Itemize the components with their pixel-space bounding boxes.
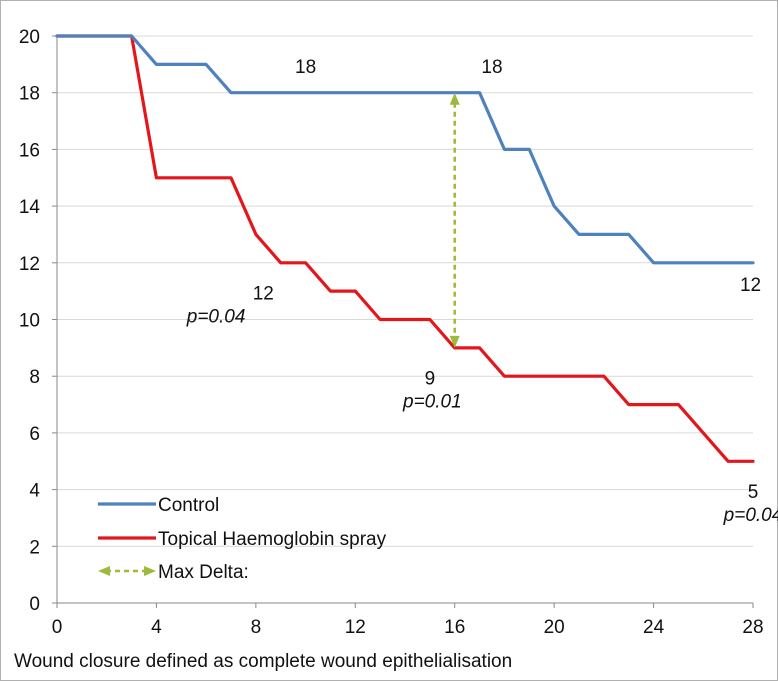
x-tick-label: 16 (444, 617, 465, 638)
series-line-topical-haemoglobin-spray (55, 34, 755, 463)
y-tick-label: 4 (29, 481, 40, 502)
x-tick-label: 20 (544, 617, 565, 638)
data-label: 18 (481, 57, 502, 78)
y-tick-label: 14 (19, 197, 41, 218)
p-value-label: p=0.04 (186, 306, 246, 327)
data-label: 12 (253, 284, 274, 305)
y-tick-label: 10 (19, 311, 40, 332)
x-tick-label: 12 (345, 617, 366, 638)
legend-label: Max Delta: (158, 562, 249, 583)
max-delta-arrow-up (449, 92, 460, 105)
y-tick-label: 2 (29, 537, 40, 558)
y-tick-label: 18 (19, 84, 40, 105)
x-axis-title: Wound closure defined as complete wound … (14, 651, 512, 672)
x-tick-label: 8 (251, 617, 262, 638)
data-label: 12 (740, 275, 761, 296)
p-value-label: p=0.04 (723, 505, 778, 526)
data-label: 9 (425, 369, 436, 390)
y-tick-label: 6 (29, 424, 40, 445)
legend-label: Control (158, 495, 219, 516)
y-tick-label: 0 (29, 594, 40, 615)
y-tick-label: 12 (19, 254, 40, 275)
max-delta-arrow-down (449, 335, 460, 348)
legend-arrow-left (98, 566, 110, 576)
data-label: 5 (748, 482, 759, 503)
legend: Control Topical Haemoglobin spray Max Delt… (98, 495, 387, 583)
p-value-label: p=0.01 (402, 391, 462, 412)
y-tick-label: 16 (19, 140, 40, 161)
series-line-control (55, 34, 755, 265)
y-tick-label: 8 (29, 367, 40, 388)
series-lines (55, 34, 755, 463)
y-tick-label: 20 (19, 27, 40, 48)
data-label: 18 (295, 57, 316, 78)
x-tick-label: 24 (643, 617, 665, 638)
x-tick-label: 0 (52, 617, 63, 638)
legend-label: Topical Haemoglobin spray (158, 529, 387, 550)
legend-arrow-right (144, 566, 156, 576)
max-delta-marker (449, 92, 460, 348)
x-tick-label: 4 (151, 617, 162, 638)
x-tick-label: 28 (742, 617, 763, 638)
